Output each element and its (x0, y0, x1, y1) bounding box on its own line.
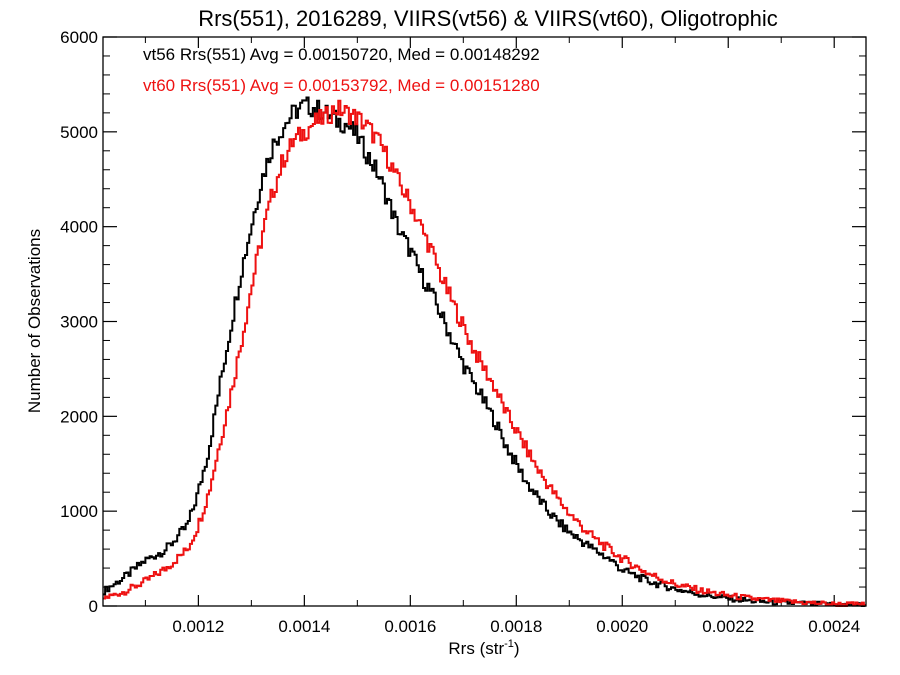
series-vt60-line (103, 99, 866, 607)
x-tick-label: 0.0020 (596, 617, 648, 636)
y-tick-label: 6000 (60, 28, 98, 47)
y-tick-label: 2000 (60, 407, 98, 426)
x-axis-title-close: ) (514, 639, 520, 658)
x-tick-label: 0.0014 (278, 617, 330, 636)
x-axis-ticks: 0.0012 0.0014 0.0016 0.0018 0.0020 0.0022 0.00… (144, 37, 860, 636)
y-axis-title: Number of Observations (25, 229, 44, 413)
series-vt56-line (103, 96, 866, 607)
plot-frame (102, 36, 867, 607)
chart-title: Rrs(551), 2016289, VIIRS(vt56) & VIIRS(v… (198, 6, 778, 31)
legend-entry-vt60: vt60 Rrs(551) Avg = 0.00153792, Med = 0.… (143, 76, 540, 95)
x-tick-label: 0.0022 (702, 617, 754, 636)
y-tick-label: 0 (89, 597, 98, 616)
x-tick-label: 0.0016 (384, 617, 436, 636)
x-axis-title: Rrs (str-1) (448, 638, 519, 658)
x-tick-label: 0.0018 (490, 617, 542, 636)
x-axis-title-superscript: -1 (504, 638, 514, 650)
y-tick-label: 5000 (60, 123, 98, 142)
y-tick-label: 4000 (60, 218, 98, 237)
y-axis-ticks: 0 1000 2000 3000 4000 5000 6000 (60, 28, 866, 616)
y-tick-label: 3000 (60, 313, 98, 332)
legend: vt56 Rrs(551) Avg = 0.00150720, Med = 0.… (143, 45, 540, 95)
series-layer (103, 96, 866, 607)
legend-entry-vt56: vt56 Rrs(551) Avg = 0.00150720, Med = 0.… (143, 45, 540, 64)
x-tick-label: 0.0012 (172, 617, 224, 636)
y-tick-label: 1000 (60, 502, 98, 521)
x-tick-label: 0.0024 (808, 617, 860, 636)
x-axis-title-main: Rrs (str (448, 639, 504, 658)
